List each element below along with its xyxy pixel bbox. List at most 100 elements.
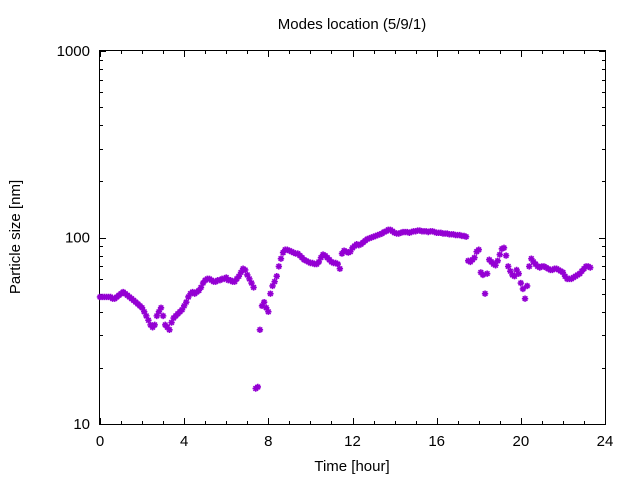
data-point [223, 274, 230, 281]
data-point [526, 263, 533, 270]
data-point [143, 312, 150, 320]
data-point [559, 269, 567, 276]
data-point [159, 312, 167, 320]
data-point [267, 290, 274, 297]
x-tick-label: 16 [428, 433, 445, 450]
data-point [241, 266, 249, 274]
data-point [168, 319, 175, 326]
data-point [340, 247, 348, 254]
data-point [498, 245, 506, 252]
data-point [366, 235, 373, 242]
x-tick-label: 12 [344, 433, 361, 450]
data-point [248, 279, 255, 287]
data-point [256, 326, 264, 333]
data-point [475, 246, 482, 253]
data-point [345, 249, 352, 256]
data-point [528, 255, 535, 262]
data-point [288, 248, 295, 255]
data-point [183, 298, 190, 306]
data-point [347, 248, 354, 255]
axis-ticks [100, 51, 606, 425]
data-point [471, 254, 478, 261]
data-point [244, 271, 251, 279]
data-point [199, 279, 207, 287]
y-tick-label: 1000 [57, 43, 90, 60]
data-point [517, 279, 525, 287]
x-tick-label: 4 [180, 433, 188, 450]
data-point [140, 308, 148, 315]
data-point [368, 234, 375, 241]
data-point [505, 263, 512, 270]
data-point [263, 304, 270, 311]
data-point [523, 282, 531, 290]
data-point [279, 249, 287, 256]
data-point [180, 302, 188, 310]
data-point [483, 270, 491, 277]
data-point [260, 298, 268, 306]
data-point [481, 290, 489, 297]
axis-tick-labels: 0 4 8 12 16 20 24 10 100 1000 [57, 43, 614, 450]
data-point [507, 267, 514, 275]
y-tick-label: 10 [73, 416, 90, 433]
y-axis-label: Particle size [nm] [7, 180, 24, 294]
data-point [500, 244, 508, 252]
data-point [258, 302, 266, 310]
data-point [185, 293, 192, 301]
data-point [338, 250, 346, 257]
x-axis-label: Time [hour] [314, 458, 389, 475]
data-point [336, 265, 344, 272]
data-point [284, 246, 291, 253]
data-point [277, 255, 285, 262]
data-point [155, 308, 163, 315]
data-point [561, 273, 569, 280]
data-point [138, 304, 146, 311]
data-point [265, 308, 272, 315]
data-point [166, 326, 173, 333]
data-point [462, 233, 470, 240]
data-point [246, 275, 253, 283]
data-point [315, 258, 323, 266]
x-tick-label: 8 [264, 433, 272, 450]
data-point [477, 269, 485, 276]
data-point [496, 251, 503, 258]
data-point [317, 254, 325, 261]
data-point [364, 235, 371, 243]
data-point [494, 257, 501, 265]
data-point [157, 304, 165, 311]
data-point [286, 247, 293, 254]
chart-title: Modes location (5/9/1) [278, 16, 426, 33]
data-point [521, 295, 529, 302]
data-point [511, 273, 518, 280]
data-point [334, 260, 341, 268]
data-point [273, 273, 280, 280]
data-point [195, 287, 203, 294]
data-point [492, 262, 499, 269]
data-point [479, 271, 487, 279]
data-point [355, 241, 363, 249]
data-point [151, 321, 158, 329]
data-point [269, 282, 276, 290]
data-point [342, 248, 350, 255]
data-point [502, 252, 510, 259]
data-point [231, 278, 238, 285]
data-point [519, 285, 527, 293]
y-tick-label: 100 [65, 230, 90, 247]
data-point [513, 266, 520, 274]
data-point [254, 383, 262, 391]
data-point [145, 317, 152, 324]
data-point [237, 269, 245, 276]
data-point [275, 263, 283, 270]
data-point [235, 273, 243, 280]
plot-frame [99, 50, 606, 425]
data-point [587, 264, 594, 271]
x-tick-label: 20 [512, 433, 529, 450]
x-tick-label: 0 [96, 433, 104, 450]
data-point [153, 312, 161, 320]
data-point [353, 241, 360, 248]
data-point [197, 284, 205, 291]
data-points [96, 226, 594, 392]
x-tick-label: 24 [597, 433, 614, 450]
data-point [178, 306, 186, 313]
data-point [515, 270, 522, 277]
